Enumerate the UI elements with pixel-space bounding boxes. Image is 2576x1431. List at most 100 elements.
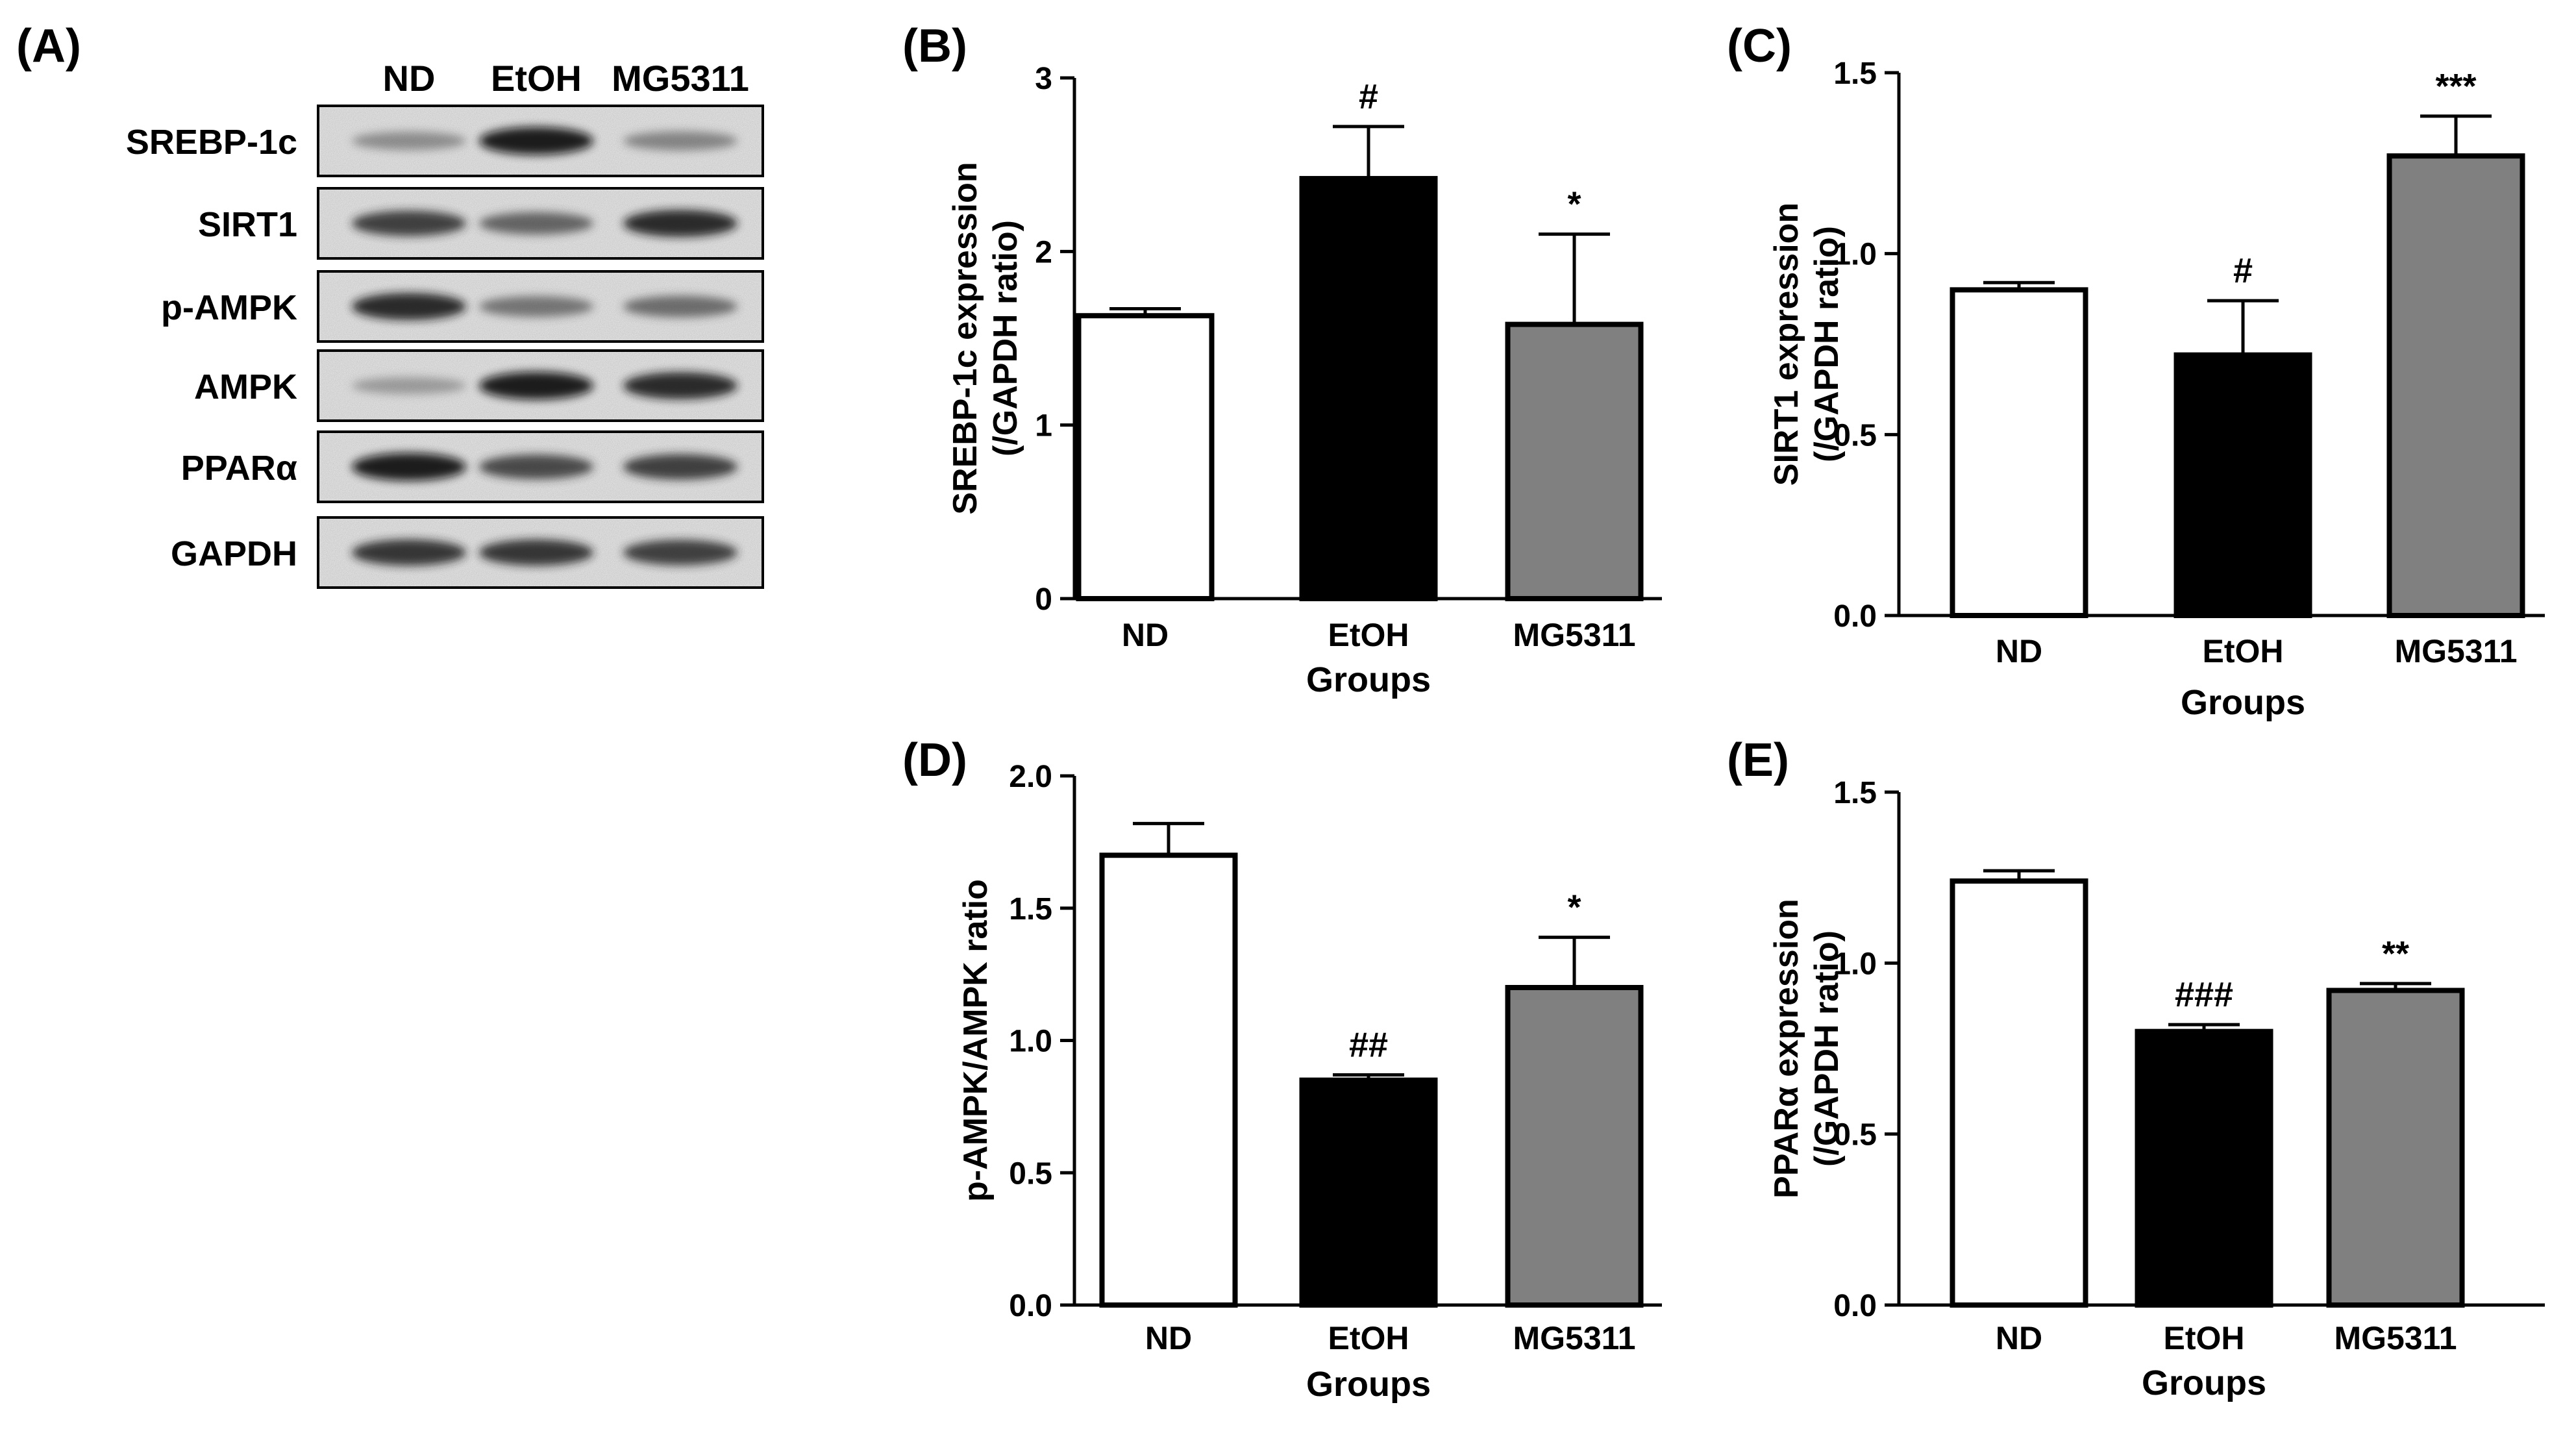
blot-row: p-AMPK: [161, 270, 764, 343]
panel-label: (B): [902, 20, 967, 72]
protein-label: GAPDH: [171, 534, 297, 573]
blot-row: GAPDH: [171, 516, 764, 589]
x-tick-label: MG5311: [1513, 617, 1635, 653]
y-axis-label: (/GAPDH ratio): [1808, 930, 1846, 1167]
bar: [2135, 1028, 2273, 1308]
significance-mark: ##: [1349, 1025, 1388, 1064]
protein-label: p-AMPK: [161, 288, 297, 327]
lane-label: ND: [383, 58, 436, 99]
y-tick-label: 0.5: [1833, 418, 1877, 453]
bar: [1299, 176, 1438, 601]
bar: [1076, 313, 1215, 601]
y-tick-label: 3: [1035, 62, 1052, 96]
y-axis-label: (/GAPDH ratio): [987, 220, 1024, 456]
x-tick-label: EtOH: [2164, 1320, 2245, 1356]
blot-band: [479, 296, 593, 317]
bar: [1299, 1077, 1438, 1308]
significance-mark: **: [2382, 934, 2409, 973]
chart-panel: (D) 0.0 0.5 1.0 1.5 2.0 p-AMPK/AMPK ratio ND ## E…: [902, 734, 1662, 1404]
blot-band: [352, 210, 466, 236]
blot-row: PPARα: [181, 430, 764, 503]
blot-row: SREBP-1c: [126, 105, 764, 177]
significance-mark: ###: [2175, 975, 2233, 1014]
blot-band: [479, 454, 593, 479]
protein-label: PPARα: [181, 449, 297, 488]
panel-label: (D): [902, 734, 967, 786]
x-tick-label: MG5311: [2334, 1320, 2457, 1356]
bar: [1505, 985, 1644, 1308]
y-axis-label: SIRT1 expression: [1768, 203, 1805, 486]
blot-band: [623, 454, 737, 480]
lane-labels: ND EtOH MG5311: [383, 58, 749, 99]
y-tick-label: 0.5: [1009, 1156, 1052, 1191]
bar: [1950, 878, 2088, 1308]
blot-band: [623, 372, 737, 399]
significance-mark: *: [1567, 888, 1581, 927]
x-tick-label: ND: [1122, 617, 1169, 653]
y-axis-label: PPARα expression: [1768, 899, 1805, 1199]
panel-label: (C): [1727, 20, 1792, 72]
y-axis-label: (/GAPDH ratio): [1808, 226, 1846, 462]
significance-mark: *: [1567, 185, 1581, 224]
chart-panel: (E) 0.0 0.5 1.0 1.5 PPARα expression (/GAPDH r…: [1727, 734, 2545, 1402]
x-tick-label: ND: [1996, 1320, 2042, 1356]
x-tick-label: ND: [1996, 633, 2042, 669]
y-tick-label: 0: [1035, 582, 1052, 617]
blot-band: [479, 371, 593, 400]
blot-rows: SREBP-1c SIRT1 p-AMPK AMPK PPARα GAPDH: [126, 105, 764, 589]
bar: [2326, 988, 2465, 1308]
x-axis-label: Groups: [2142, 1363, 2266, 1402]
x-tick-label: MG5311: [1513, 1320, 1635, 1356]
chart-panel: (B) 0 1 2 3 SREBP-1c expression (/GAPDH ratio)…: [902, 20, 1662, 699]
chart-panel: (C) 0.0 0.5 1.0 1.5 SIRT1 expression (/GAPDH r…: [1727, 20, 2545, 722]
significance-mark: #: [1359, 77, 1378, 116]
x-tick-label: EtOH: [1328, 617, 1409, 653]
y-tick-label: 1.0: [1833, 238, 1877, 272]
y-tick-label: 0.5: [1833, 1118, 1877, 1152]
bar: [1950, 287, 2088, 618]
x-axis-label: Groups: [2181, 683, 2305, 722]
y-tick-label: 1.5: [1833, 56, 1877, 91]
blot-band: [623, 210, 737, 237]
blot-row: SIRT1: [198, 187, 764, 260]
blot-band: [623, 295, 737, 317]
bar: [1505, 321, 1644, 601]
y-tick-label: 0.0: [1833, 599, 1877, 634]
bar: [1099, 852, 1238, 1308]
x-tick-label: EtOH: [2203, 633, 2284, 669]
y-tick-label: 1: [1035, 409, 1052, 443]
bar: [2386, 153, 2525, 619]
panel-label: (E): [1727, 734, 1789, 786]
protein-label: AMPK: [194, 367, 297, 406]
significance-mark: ***: [2435, 67, 2476, 106]
x-axis-label: Groups: [1306, 660, 1431, 699]
blot-band: [352, 293, 466, 320]
lane-label: EtOH: [491, 58, 582, 99]
blot-band: [479, 127, 593, 155]
y-tick-label: 1.5: [1833, 776, 1877, 810]
panel-a-label: (A): [16, 20, 81, 72]
x-tick-label: EtOH: [1328, 1320, 1409, 1356]
y-axis-label: p-AMPK/AMPK ratio: [957, 879, 995, 1202]
blot-band: [479, 539, 593, 566]
significance-mark: #: [2233, 251, 2253, 290]
y-tick-label: 0.0: [1833, 1289, 1877, 1323]
blot-row: AMPK: [194, 349, 764, 422]
x-tick-label: ND: [1145, 1320, 1192, 1356]
blot-band: [623, 131, 737, 151]
y-tick-label: 1.0: [1009, 1025, 1052, 1059]
x-axis-label: Groups: [1306, 1365, 1431, 1404]
blot-band: [352, 377, 466, 394]
y-axis-label: SREBP-1c expression: [947, 162, 984, 514]
x-tick-label: MG5311: [2394, 633, 2517, 669]
blot-band: [479, 212, 593, 235]
blot-band: [623, 540, 737, 566]
y-tick-label: 2.0: [1009, 760, 1052, 794]
protein-label: SREBP-1c: [126, 123, 297, 162]
blot-band: [352, 539, 466, 566]
protein-label: SIRT1: [198, 205, 297, 244]
panel-a-western-blot: (A) ND EtOH MG5311 SREBP-1c SIRT1 p-AMPK AM…: [16, 20, 764, 589]
blot-band: [352, 453, 466, 481]
